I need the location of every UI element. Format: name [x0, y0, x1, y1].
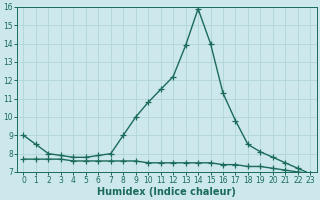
X-axis label: Humidex (Indice chaleur): Humidex (Indice chaleur)	[98, 187, 236, 197]
